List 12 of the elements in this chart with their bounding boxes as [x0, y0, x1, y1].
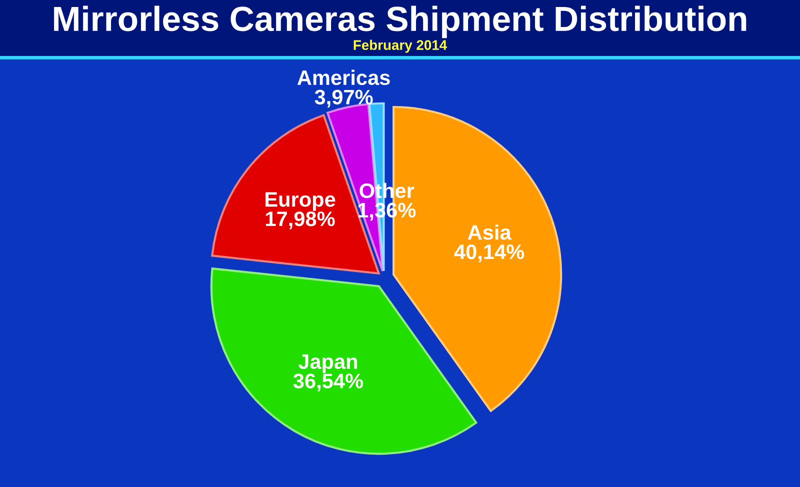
data-label: 1,36%	[358, 202, 416, 221]
slice-label: Other	[360, 182, 414, 198]
slice-label: Japan	[298, 354, 358, 374]
chart-subtitle: February 2014	[354, 40, 448, 53]
data-label: 40,14%	[454, 244, 524, 262]
slice-label: Europe	[266, 192, 336, 211]
chart-title: Mirrorless Cameras Shipment Distribution	[54, 6, 746, 38]
data-label: 17,98%	[266, 211, 335, 230]
slice-label: Asia	[468, 224, 512, 240]
data-label: 3,97%	[314, 90, 373, 108]
data-label: 36,54%	[293, 374, 363, 392]
slice-label: Americas	[297, 70, 390, 86]
